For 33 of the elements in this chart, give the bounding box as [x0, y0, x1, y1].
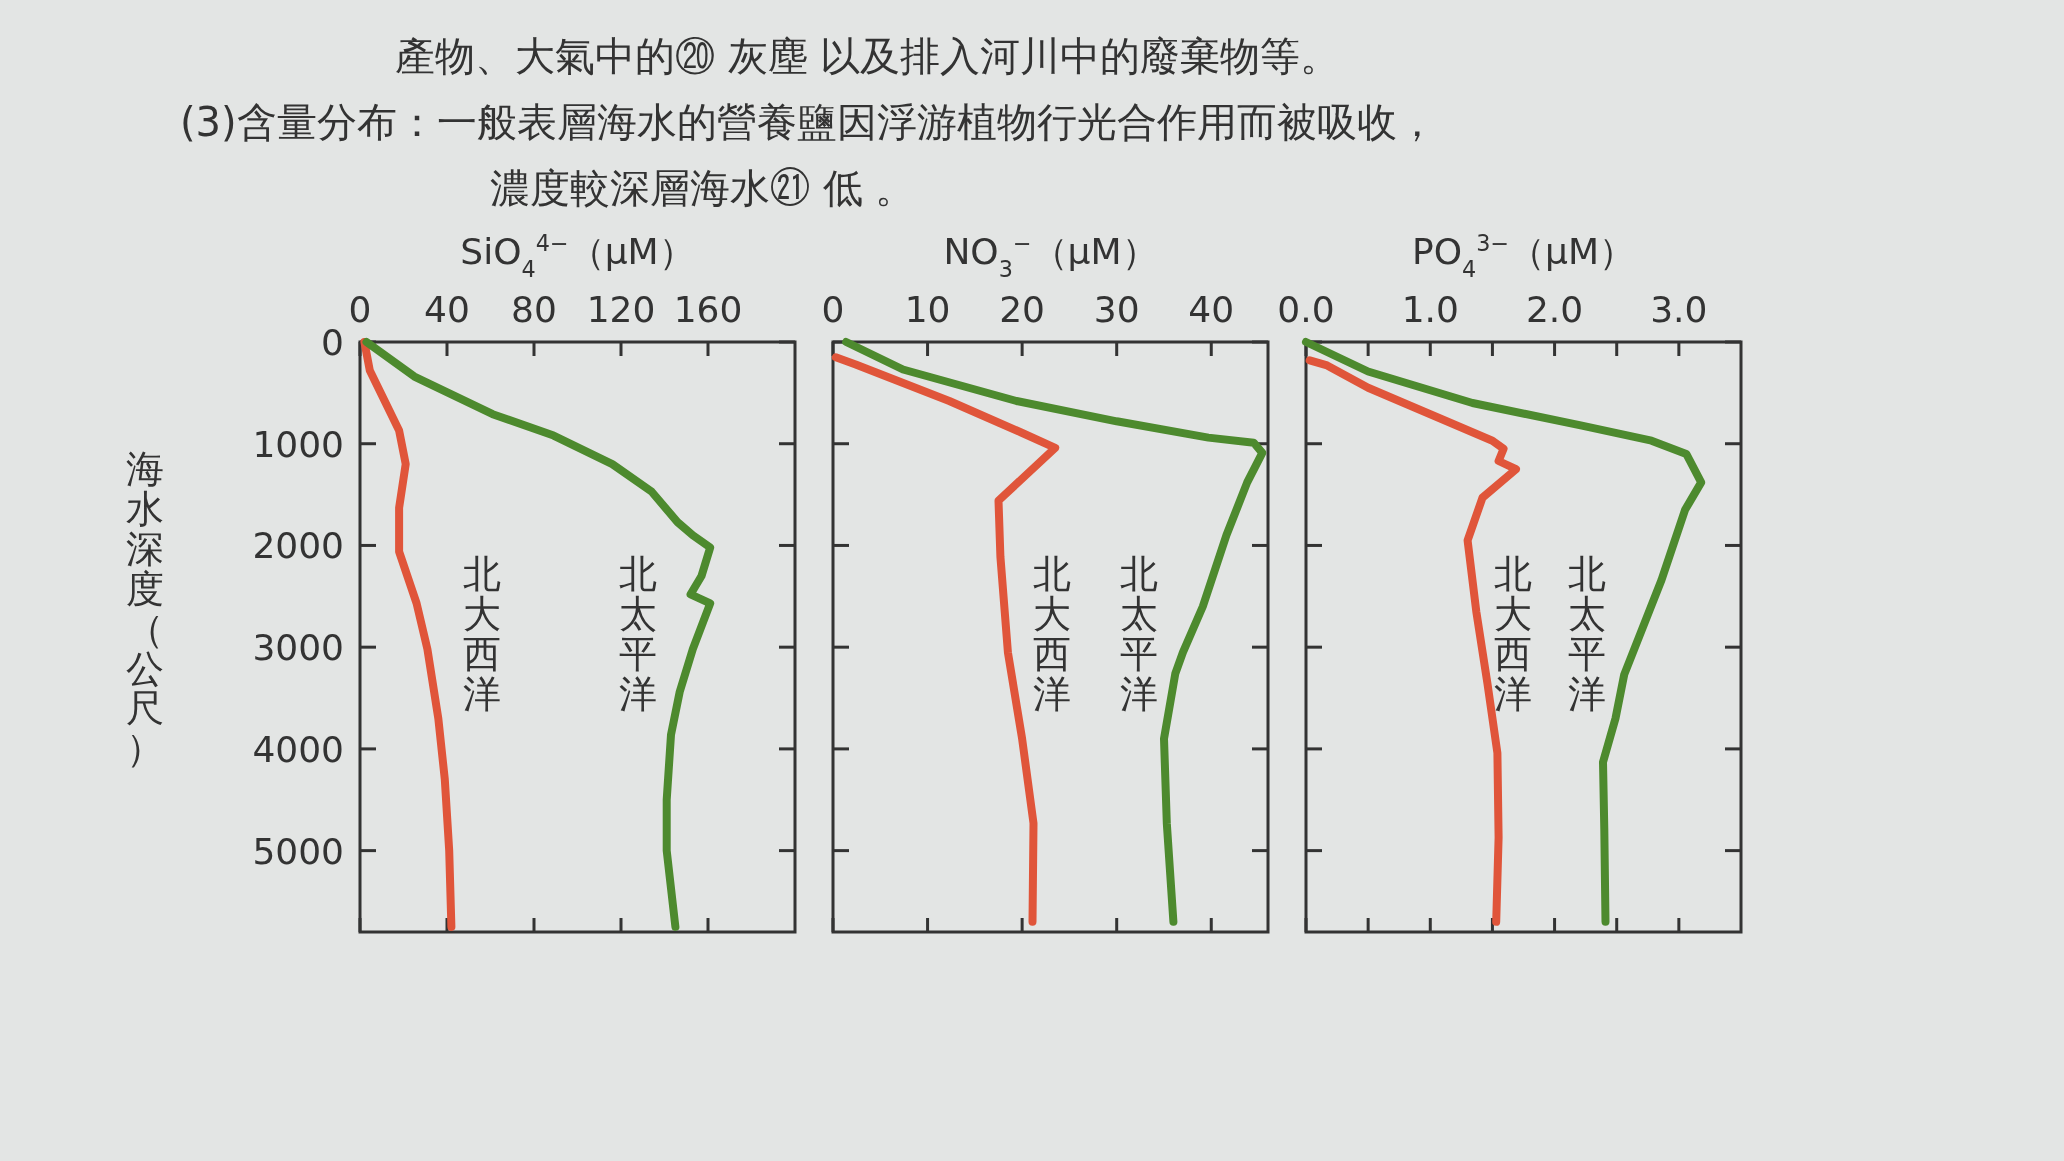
x-axis-title: PO$_{4}$$^{3−}$（μM） [1411, 230, 1636, 282]
text: 濃度較深層海水㉑ 低 。 [490, 165, 916, 211]
series-label: 北大西洋 [1494, 552, 1533, 716]
x-tick-label: 0 [348, 289, 372, 330]
series-label: 北太平洋 [618, 552, 657, 716]
series-label: 北大西洋 [1032, 552, 1071, 716]
x-tick-label: 0.0 [1277, 289, 1335, 330]
series-label: 北大西洋 [463, 552, 502, 716]
x-axis-title: NO$_{3}$$^{−}$（μM） [943, 230, 1158, 282]
series-label: 北太平洋 [1568, 552, 1607, 716]
x-axis-title: SiO$_{4}$$^{4−}$（μM） [460, 230, 695, 282]
x-tick-label: 1.0 [1401, 289, 1459, 330]
y-tick-label: 4000 [252, 728, 344, 770]
x-tick-label: 40 [424, 289, 470, 330]
y-tick-label: 3000 [252, 627, 344, 669]
x-tick-label: 10 [904, 289, 951, 330]
x-tick-label: 160 [673, 289, 743, 330]
series-label: 北太平洋 [1120, 552, 1159, 716]
x-tick-label: 2.0 [1525, 289, 1584, 330]
x-tick-label: 0 [821, 289, 845, 330]
text: 產物、大氣中的⑳ 灰塵 以及排入河川中的廢棄物等。 [395, 33, 1341, 79]
x-tick-label: 120 [586, 289, 656, 330]
y-axis-title: 海水深度（公尺） [126, 447, 164, 771]
y-tick-label: 5000 [252, 830, 344, 872]
x-tick-label: 3.0 [1650, 289, 1708, 330]
x-tick-label: 20 [999, 289, 1046, 330]
y-tick-label: 1000 [252, 423, 344, 465]
x-tick-label: 80 [511, 289, 557, 330]
x-tick-label: 40 [1188, 289, 1235, 330]
x-tick-label: 30 [1093, 289, 1140, 330]
y-tick-label: 0 [321, 322, 344, 363]
y-tick-label: 2000 [252, 525, 344, 567]
text: (3)含量分布：一般表層海水的營養鹽因浮游植物行光合作用而被吸收， [180, 99, 1437, 145]
